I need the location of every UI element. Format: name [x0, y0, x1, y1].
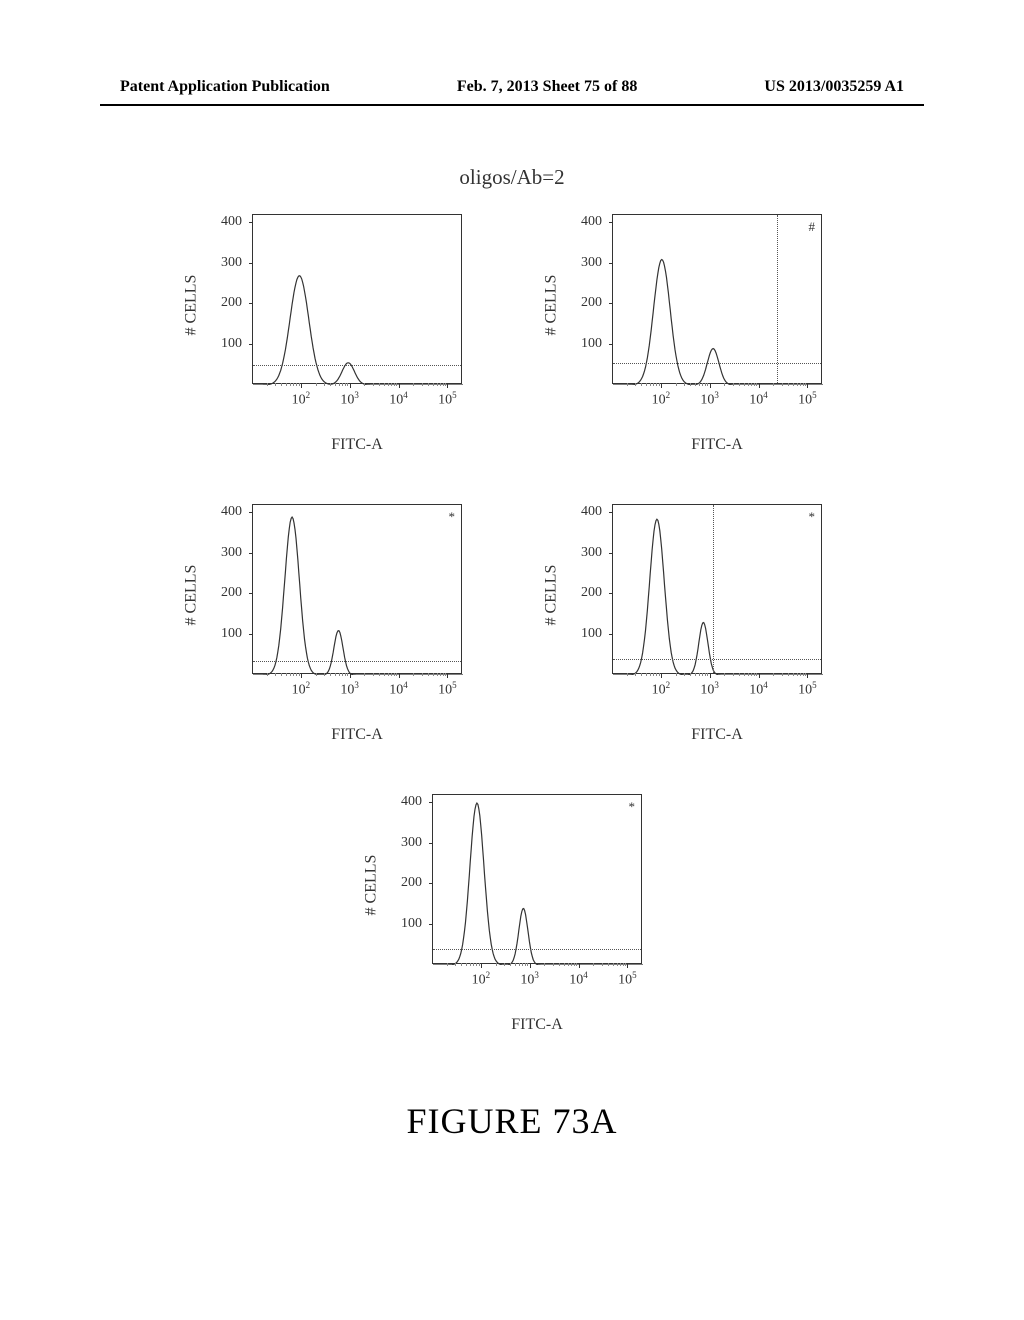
x-ticks: 102 103 104 105 [252, 384, 462, 412]
y-tick-label: 400 [221, 214, 242, 230]
histogram-curve [613, 215, 823, 385]
plot-annotation: * [449, 509, 456, 525]
y-ticks: 100 200 300 400 [204, 214, 248, 384]
x-tick-label: 104 [389, 390, 408, 409]
y-tick-label: 100 [581, 626, 602, 642]
x-axis-label: FITC-A [432, 1016, 642, 1034]
x-tick-label: 104 [569, 970, 588, 989]
header-center: Feb. 7, 2013 Sheet 75 of 88 [457, 78, 637, 96]
threshold-line [613, 363, 821, 364]
threshold-line [613, 659, 821, 660]
x-tick-label: 102 [652, 390, 671, 409]
y-tick-label: 200 [221, 585, 242, 601]
histogram-chart: # CELLS 100 200 300 400 102 103 104 105 FITC-A [180, 200, 480, 460]
histogram-curve [253, 505, 463, 675]
x-tick-label: 105 [618, 970, 637, 989]
histogram-chart: # CELLS 100 200 300 400 * 102 103 104 105 FITC-A [180, 490, 480, 750]
header-left: Patent Application Publication [120, 78, 330, 96]
x-tick-label: 102 [652, 680, 671, 699]
threshold-line [253, 365, 461, 366]
x-tick-label: 103 [700, 390, 719, 409]
y-ticks: 100 200 300 400 [204, 504, 248, 674]
x-tick-label: 104 [749, 680, 768, 699]
x-axis-label: FITC-A [612, 726, 822, 744]
x-tick-label: 105 [438, 680, 457, 699]
y-tick-label: 100 [221, 626, 242, 642]
plot-annotation: * [809, 509, 816, 525]
header-rule [100, 104, 924, 106]
x-ticks: 102 103 104 105 [612, 674, 822, 702]
y-tick-label: 200 [221, 295, 242, 311]
y-axis-label: # CELLS [540, 510, 562, 680]
x-axis-label: FITC-A [612, 436, 822, 454]
y-ticks: 100 200 300 400 [564, 214, 608, 384]
x-tick-label: 102 [292, 680, 311, 699]
figure-caption: FIGURE 73A [0, 1100, 1024, 1142]
y-tick-label: 200 [401, 875, 422, 891]
x-tick-label: 103 [700, 680, 719, 699]
x-tick-label: 103 [340, 680, 359, 699]
plot-annotation: # [809, 219, 816, 235]
x-ticks: 102 103 104 105 [612, 384, 822, 412]
y-ticks: 100 200 300 400 [564, 504, 608, 674]
y-tick-label: 200 [581, 585, 602, 601]
charts-grid: # CELLS100200300400102103104105FITC-A# C… [150, 200, 870, 1070]
y-tick-label: 300 [401, 835, 422, 851]
histogram-chart: # CELLS 100 200 300 400 #102 103 104 105 FITC-A [540, 200, 840, 460]
y-axis-label: # CELLS [360, 800, 382, 970]
x-tick-label: 103 [340, 390, 359, 409]
gate-line [777, 215, 778, 383]
threshold-line [253, 661, 461, 662]
y-ticks: 100 200 300 400 [384, 794, 428, 964]
figure-title: oligos/Ab=2 [0, 165, 1024, 190]
y-tick-label: 400 [581, 214, 602, 230]
chart-row: # CELLS 100 200 300 400 * 102 103 104 105 FITC-A [150, 780, 870, 1040]
y-tick-label: 100 [581, 336, 602, 352]
y-tick-label: 300 [581, 545, 602, 561]
plot-frame: # [612, 214, 822, 384]
y-tick-label: 300 [221, 255, 242, 271]
chart-row: # CELLS100200300400*102103104105FITC-A# … [150, 490, 870, 750]
y-tick-label: 100 [221, 336, 242, 352]
threshold-line [433, 949, 641, 950]
plot-frame: * [612, 504, 822, 674]
y-axis-label: # CELLS [180, 220, 202, 390]
y-tick-label: 300 [221, 545, 242, 561]
y-tick-label: 400 [401, 794, 422, 810]
x-tick-label: 104 [749, 390, 768, 409]
y-tick-label: 200 [581, 295, 602, 311]
x-tick-label: 103 [520, 970, 539, 989]
y-tick-label: 100 [401, 916, 422, 932]
x-tick-label: 104 [389, 680, 408, 699]
header-right: US 2013/0035259 A1 [764, 78, 904, 96]
chart-row: # CELLS100200300400102103104105FITC-A# C… [150, 200, 870, 460]
y-tick-label: 400 [221, 504, 242, 520]
histogram-curve [253, 215, 463, 385]
x-tick-label: 105 [798, 390, 817, 409]
x-tick-label: 105 [798, 680, 817, 699]
plot-frame: * [252, 504, 462, 674]
x-tick-label: 102 [472, 970, 491, 989]
histogram-chart: # CELLS 100 200 300 400 * 102 103 104 105 FITC-A [360, 780, 660, 1040]
page-header: Patent Application Publication Feb. 7, 2… [0, 78, 1024, 96]
histogram-curve [433, 795, 643, 965]
x-ticks: 102 103 104 105 [432, 964, 642, 992]
gate-line [713, 505, 714, 673]
x-ticks: 102 103 104 105 [252, 674, 462, 702]
x-axis-label: FITC-A [252, 726, 462, 744]
y-axis-label: # CELLS [540, 220, 562, 390]
histogram-curve [613, 505, 823, 675]
plot-frame [252, 214, 462, 384]
plot-frame: * [432, 794, 642, 964]
y-axis-label: # CELLS [180, 510, 202, 680]
y-tick-label: 400 [581, 504, 602, 520]
x-axis-label: FITC-A [252, 436, 462, 454]
plot-annotation: * [629, 799, 636, 815]
histogram-chart: # CELLS 100 200 300 400 * 102 103 104 105 FITC-A [540, 490, 840, 750]
y-tick-label: 300 [581, 255, 602, 271]
x-tick-label: 102 [292, 390, 311, 409]
x-tick-label: 105 [438, 390, 457, 409]
